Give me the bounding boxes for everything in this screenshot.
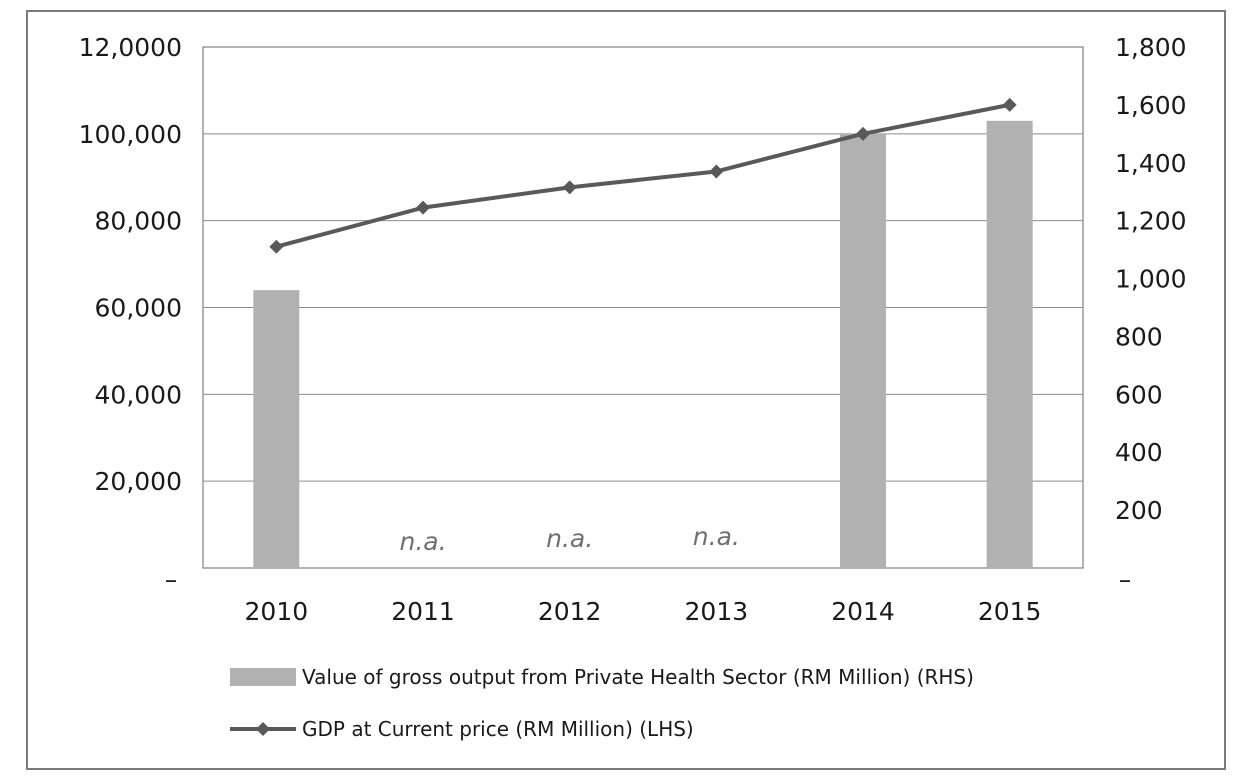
legend-line-label: GDP at Current price (RM Million) (LHS) (302, 717, 694, 741)
left-tick-label: 40,000 (95, 380, 182, 409)
bar-2014 (840, 133, 886, 569)
right-tick-label: 1,600 (1115, 91, 1187, 120)
x-tick-label: 2011 (391, 597, 455, 626)
axis-layer: – 20,000 40,000 60,000 80,000 100,000 12,0000 –… (79, 33, 1187, 626)
bar-2010 (253, 290, 300, 568)
gdp-marker-2015 (1002, 97, 1017, 112)
x-tick-label: 2010 (245, 597, 309, 626)
left-tick-label: 20,000 (95, 467, 182, 496)
bar-layer: n.a. n.a. n.a. (253, 120, 1033, 569)
gdp-marker-2010 (269, 239, 284, 254)
x-tick-label: 2014 (831, 597, 895, 626)
right-tick-label: 200 (1115, 496, 1163, 525)
x-tick-label: 2012 (538, 597, 602, 626)
bar-2015 (986, 120, 1033, 568)
right-tick-label: 400 (1115, 438, 1163, 467)
left-tick-label: 12,0000 (79, 33, 182, 62)
grid-layer (202, 46, 1084, 569)
gdp-marker-2011 (416, 200, 430, 215)
left-tick-label: 100,000 (79, 120, 182, 149)
na-label: n.a. (399, 527, 446, 556)
left-tick-label: 60,000 (95, 294, 182, 323)
x-tick-label: 2015 (978, 597, 1042, 626)
right-tick-label: 600 (1115, 380, 1163, 409)
gdp-line (275, 102, 1011, 249)
right-tick-label: 800 (1115, 322, 1163, 351)
right-tick-label: 1,400 (1115, 149, 1187, 178)
right-tick-label: – (1119, 565, 1132, 594)
legend-layer: Value of gross output from Private Healt… (230, 665, 974, 741)
legend-bar-label: Value of gross output from Private Healt… (302, 665, 974, 689)
right-tick-label: 1,200 (1115, 207, 1187, 236)
legend-bar-swatch (230, 668, 296, 686)
right-tick-label: 1,800 (1115, 33, 1187, 62)
gdp-marker-2013 (709, 164, 724, 179)
gdp-marker-2012 (562, 180, 577, 195)
right-tick-label: 1,000 (1115, 265, 1187, 294)
line-layer (269, 97, 1017, 254)
na-label: n.a. (546, 524, 593, 553)
legend-line-marker (256, 722, 270, 736)
left-tick-label: 80,000 (95, 207, 182, 236)
na-label: n.a. (693, 522, 740, 551)
gdp-marker-2014 (856, 126, 870, 141)
left-tick-label: – (165, 565, 178, 594)
x-tick-label: 2013 (685, 597, 749, 626)
